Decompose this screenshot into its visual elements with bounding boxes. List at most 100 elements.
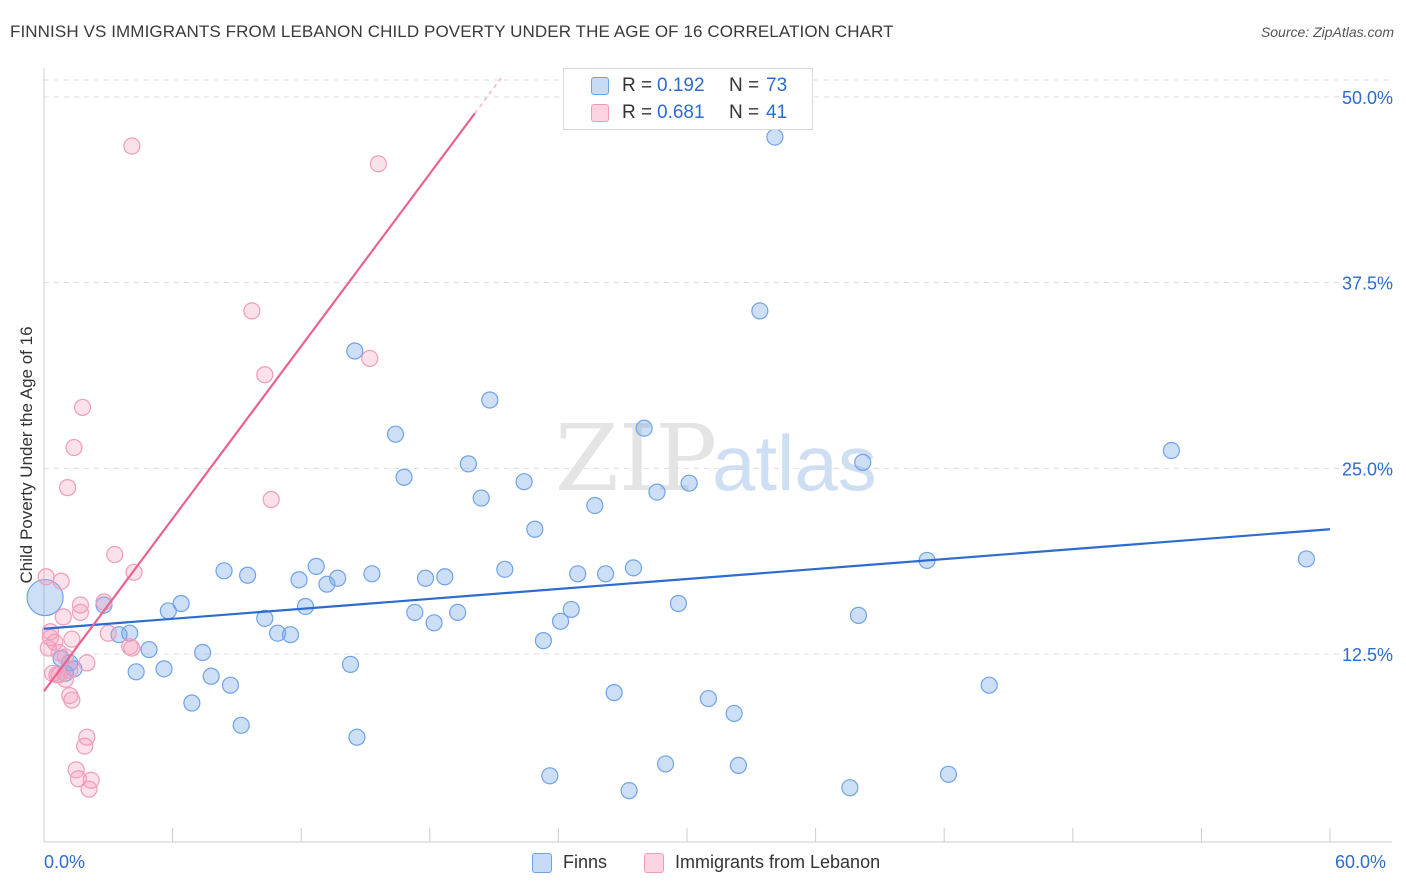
finns-point (729, 756, 748, 775)
finns-point (425, 614, 443, 632)
lebanon-point (39, 639, 57, 657)
axes (43, 68, 1392, 843)
finns-point (699, 689, 718, 708)
finns-point (841, 779, 859, 797)
finns-point (459, 455, 477, 473)
finns-point (562, 600, 580, 619)
finns-point (515, 473, 533, 491)
legend-lebanon-swatch (644, 853, 664, 873)
finns-point (496, 560, 514, 578)
lebanon-point (99, 624, 117, 642)
lebanon-point (54, 608, 72, 626)
lebanon-point (61, 686, 79, 705)
finns-swatch (591, 77, 609, 95)
series-legend: Finns Immigrants from Lebanon (0, 852, 1406, 876)
finns-point (1297, 550, 1316, 568)
lebanon-point (52, 572, 70, 590)
finns-point (346, 342, 364, 360)
trend-lines (43, 74, 1331, 692)
finns-n-value: 73 (766, 75, 788, 96)
finns-point (939, 765, 958, 783)
lebanon-point (73, 398, 92, 417)
finns-point (854, 453, 872, 471)
x-tick-label-min: 0.0% (44, 852, 86, 872)
lebanon-point (121, 637, 139, 656)
finns-point (269, 624, 287, 642)
finns-point (481, 391, 499, 409)
lebanon-point (78, 654, 96, 672)
y-tick-label-3: 50.0% (1342, 88, 1393, 108)
legend-finns-swatch (532, 853, 552, 873)
finns-point (348, 728, 366, 746)
lebanon-point (37, 568, 55, 586)
watermark: ZIP atlas (555, 405, 877, 512)
lebanon-point (369, 155, 387, 173)
y-tick-label-2: 37.5% (1342, 274, 1393, 294)
finns-point (569, 565, 587, 583)
finns-point (232, 716, 250, 734)
lebanon-point (256, 366, 274, 384)
finns-point (140, 640, 158, 659)
finns-point (725, 704, 743, 723)
finns-point (635, 419, 653, 437)
y-tick-label-1: 25.0% (1342, 459, 1393, 479)
lebanon-point (71, 603, 90, 622)
watermark-zip: ZIP (555, 405, 717, 512)
finns-trend-line (43, 528, 1331, 630)
finns-point (416, 569, 435, 587)
finns-point (386, 425, 405, 443)
finns-point (395, 468, 413, 486)
finns-point (541, 767, 559, 785)
lebanon-n-value: 41 (766, 102, 788, 123)
y-tick-label-0: 12.5% (1342, 645, 1393, 665)
finns-r-value: 0.192 (657, 75, 705, 96)
chart-title: FINNISH VS IMMIGRANTS FROM LEBANON CHILD… (10, 22, 894, 41)
lebanon-point (65, 438, 83, 457)
finns-point (202, 667, 220, 685)
finns-point (596, 565, 615, 583)
source-label: Source: ZipAtlas.com (1260, 24, 1394, 40)
finns-point (183, 694, 201, 712)
lebanon-swatch (591, 104, 609, 122)
watermark-atlas: atlas (712, 419, 877, 507)
x-tick-label-max: 60.0% (1335, 852, 1387, 872)
finns-point (620, 782, 638, 800)
finns-point (239, 566, 257, 584)
finns-point (307, 557, 325, 575)
finns-point (624, 559, 643, 577)
lebanon-point (56, 648, 75, 666)
correlation-legend: R = 0.192 N = 73 R = 0.681 N = 41 (563, 68, 813, 130)
finns-point (586, 496, 604, 515)
lebanon-point (82, 771, 100, 789)
lebanon-point (58, 479, 77, 497)
lebanon-point (46, 633, 64, 651)
lebanon-point (63, 691, 81, 709)
lebanon-point (61, 661, 79, 679)
finns-points (26, 128, 1316, 800)
finns-point (110, 626, 128, 644)
y-tick-labels: 12.5% 25.0% 37.5% 50.0% (1342, 88, 1393, 665)
lebanon-point (63, 630, 81, 648)
finns-point (449, 603, 467, 622)
finns-point (290, 571, 308, 589)
finns-point (121, 624, 139, 642)
finns-point (980, 676, 998, 694)
finns-n-label: N = (729, 75, 760, 96)
lebanon-n-label: N = (729, 102, 760, 123)
finns-point (26, 578, 64, 617)
lebanon-r-label: R = (622, 102, 653, 123)
lebanon-trend-line (43, 112, 476, 692)
finns-point (551, 612, 570, 630)
finns-point (221, 676, 240, 694)
finns-point (363, 565, 381, 583)
finns-point (680, 474, 698, 492)
finns-point (329, 569, 347, 587)
finns-point (669, 594, 688, 613)
finns-point (318, 575, 336, 593)
finns-point (256, 609, 274, 627)
lebanon-point (123, 137, 141, 155)
finns-point (751, 302, 769, 320)
lebanon-point (78, 728, 96, 746)
finns-point (155, 660, 173, 678)
